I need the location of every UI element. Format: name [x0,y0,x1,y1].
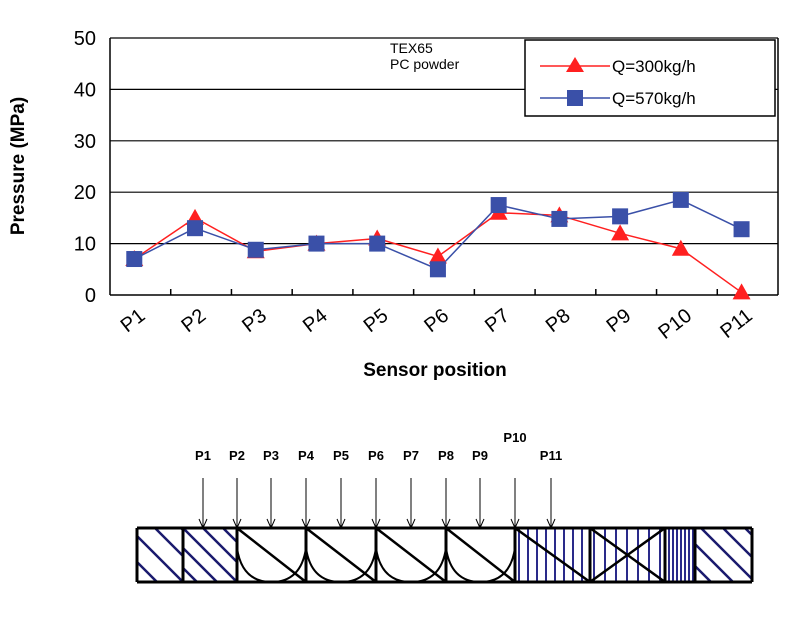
x-tick-label: P11 [716,305,756,343]
hatch-line [222,528,238,543]
hatch-line [131,582,137,588]
mixing-element [668,528,694,582]
kneading-element [375,528,447,582]
sensor-label: P8 [438,448,454,463]
hatch-line [694,565,712,582]
sensor-label: P3 [263,448,279,463]
hatch-line [182,528,238,582]
arc [375,547,412,582]
data-point-triangle [611,224,630,241]
legend: Q=300kg/h Q=570kg/h [524,39,776,117]
sensor-label: P9 [472,448,488,463]
hatch-line [694,543,734,582]
x-tick-label: P5 [360,305,393,337]
y-tick-label: 50 [74,28,96,50]
data-point-triangle [671,239,690,256]
y-tick-label: 0 [85,285,96,307]
data-point-triangle [428,247,447,264]
x-tick-label: P6 [420,305,453,337]
data-point-square [126,251,143,268]
extruder-screw-diagram: P1 P2 P3 P4 P5 P6 P7 P8 P9 P10 P11 [131,430,754,588]
data-point-square [308,235,325,252]
legend-triangle-icon [566,57,584,72]
data-point-square [612,208,629,225]
y-axis-label: Pressure (MPa) [8,97,29,235]
sensor-label: P5 [333,448,349,463]
kneading-element [236,528,307,582]
conveying-element [177,528,238,582]
sensor-label: P11 [540,448,562,463]
data-point-square [429,261,446,278]
hatch-line [182,547,218,582]
sensor-label: P6 [368,448,384,463]
data-point-square [551,210,568,227]
data-point-square [672,191,689,208]
sensor-label: P7 [403,448,419,463]
diag [589,528,666,582]
data-point-square [187,220,204,237]
legend-square-icon [567,90,583,106]
legend-label-570: Q=570kg/h [612,89,696,108]
x-axis-label: Sensor position [363,360,507,381]
kneading-element [445,528,516,582]
x-tick-label: P10 [654,305,696,344]
y-tick-label: 30 [74,131,96,153]
annotation-line-1: TEX65 [390,40,433,56]
sensor-label: P1 [195,448,211,463]
arc [445,547,481,582]
sensor-label: P10 [503,430,526,445]
x-tick-label: P2 [177,305,210,337]
data-point-triangle [732,283,751,300]
legend-label-300: Q=300kg/h [612,57,696,76]
kneading-element [305,528,377,582]
hatch-line [722,528,752,558]
data-point-square [733,221,750,238]
arc [305,547,342,582]
data-point-square [490,197,507,214]
mixing-element [593,528,661,582]
y-tick-label: 10 [74,234,96,256]
hatch-line [202,528,238,563]
data-point-square [247,241,264,258]
hatch-line [182,567,198,582]
annotation-line-2: PC powder [390,56,460,72]
hatch-line [137,561,158,582]
arc [236,547,272,582]
hatch-line [154,528,184,557]
x-tick-label: P1 [117,305,150,337]
sensor-label: P2 [229,448,245,463]
diag [514,528,591,582]
conveying-element [131,528,184,588]
y-tick-label: 20 [74,182,96,204]
y-tick-label: 40 [74,79,96,101]
x-tick-label: P3 [238,305,271,337]
data-point-square [369,235,386,252]
x-tick-label: P9 [603,305,636,337]
sensor-label: P4 [298,448,315,463]
conveying-element [689,528,752,582]
screw-elements [131,528,752,588]
mixing-element [518,528,583,582]
x-tick-label: P4 [299,305,332,337]
x-tick-label: P8 [542,305,575,337]
hatch-line [700,528,752,580]
hatch-line [137,535,184,582]
x-tick-label: P7 [481,305,514,337]
